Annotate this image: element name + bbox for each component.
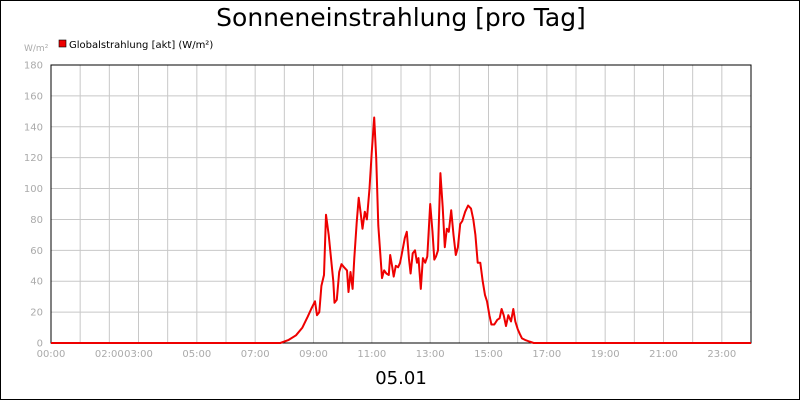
x-tick-label: 11:00 bbox=[357, 349, 386, 360]
y-tick-label: 100 bbox=[24, 184, 43, 195]
y-tick-label: 180 bbox=[24, 61, 43, 72]
x-tick-label: 09:00 bbox=[299, 349, 328, 360]
x-tick-label: 19:00 bbox=[591, 349, 620, 360]
x-tick-label: 05:00 bbox=[182, 349, 211, 360]
x-tick-label: 21:00 bbox=[649, 349, 678, 360]
legend: Globalstrahlung [akt] (W/m²) bbox=[58, 39, 213, 51]
legend-swatch bbox=[58, 39, 67, 48]
x-tick-label: 15:00 bbox=[474, 349, 503, 360]
plot-border bbox=[50, 64, 752, 344]
x-tick-label: 00:00 bbox=[37, 349, 66, 360]
series-line bbox=[51, 116, 751, 344]
y-tick-label: 20 bbox=[30, 308, 43, 319]
x-axis-ticks: 00:00 02:00 03:00 05:00 07:00 09:00 11:00 13:00… bbox=[37, 349, 737, 360]
y-axis-unit-label: W/m² bbox=[24, 44, 49, 54]
y-axis-ticks: 0 20 40 60 80 100 120 140 160 180 bbox=[24, 61, 43, 350]
legend-label: Globalstrahlung [akt] (W/m²) bbox=[69, 40, 213, 51]
x-tick-label: 03:00 bbox=[124, 349, 153, 360]
y-tick-label: 140 bbox=[24, 122, 43, 133]
x-tick-label: 02:00 bbox=[95, 349, 124, 360]
grid-lines bbox=[51, 65, 751, 343]
y-tick-label: 40 bbox=[30, 277, 43, 288]
y-tick-label: 120 bbox=[24, 153, 43, 164]
x-tick-label: 23:00 bbox=[707, 349, 736, 360]
chart-title: Sonneneinstrahlung [pro Tag] bbox=[216, 3, 586, 32]
series-layer bbox=[51, 116, 751, 344]
x-tick-label: 13:00 bbox=[416, 349, 445, 360]
y-tick-label: 80 bbox=[30, 215, 43, 226]
y-tick-label: 60 bbox=[30, 246, 43, 257]
y-tick-label: 0 bbox=[37, 339, 43, 350]
y-tick-label: 160 bbox=[24, 91, 43, 102]
x-tick-label: 07:00 bbox=[241, 349, 270, 360]
date-label: 05.01 bbox=[375, 368, 427, 389]
x-tick-label: 17:00 bbox=[532, 349, 561, 360]
